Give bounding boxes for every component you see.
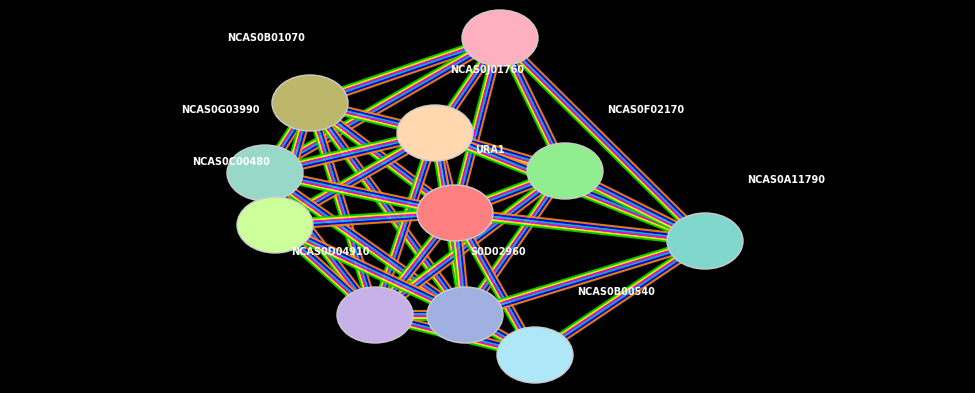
Text: NCAS0A11790: NCAS0A11790 xyxy=(747,175,825,185)
Text: NCAS0F02170: NCAS0F02170 xyxy=(607,105,684,115)
Ellipse shape xyxy=(497,327,573,383)
Text: NCAS0B00540: NCAS0B00540 xyxy=(577,287,655,297)
Text: NCAS0C00480: NCAS0C00480 xyxy=(192,157,270,167)
Ellipse shape xyxy=(427,287,503,343)
Ellipse shape xyxy=(667,213,743,269)
Ellipse shape xyxy=(397,105,473,161)
Ellipse shape xyxy=(417,185,493,241)
Text: NCAS0J01760: NCAS0J01760 xyxy=(450,65,524,75)
Text: NCAS0B01070: NCAS0B01070 xyxy=(227,33,305,43)
Ellipse shape xyxy=(527,143,603,199)
Text: URA1: URA1 xyxy=(475,145,505,155)
Ellipse shape xyxy=(272,75,348,131)
Ellipse shape xyxy=(337,287,413,343)
Text: S0D02960: S0D02960 xyxy=(470,247,526,257)
Text: NCAS0G03990: NCAS0G03990 xyxy=(181,105,260,115)
Ellipse shape xyxy=(227,145,303,201)
Text: NCAS0D04910: NCAS0D04910 xyxy=(292,247,370,257)
Ellipse shape xyxy=(237,197,313,253)
Ellipse shape xyxy=(462,10,538,66)
